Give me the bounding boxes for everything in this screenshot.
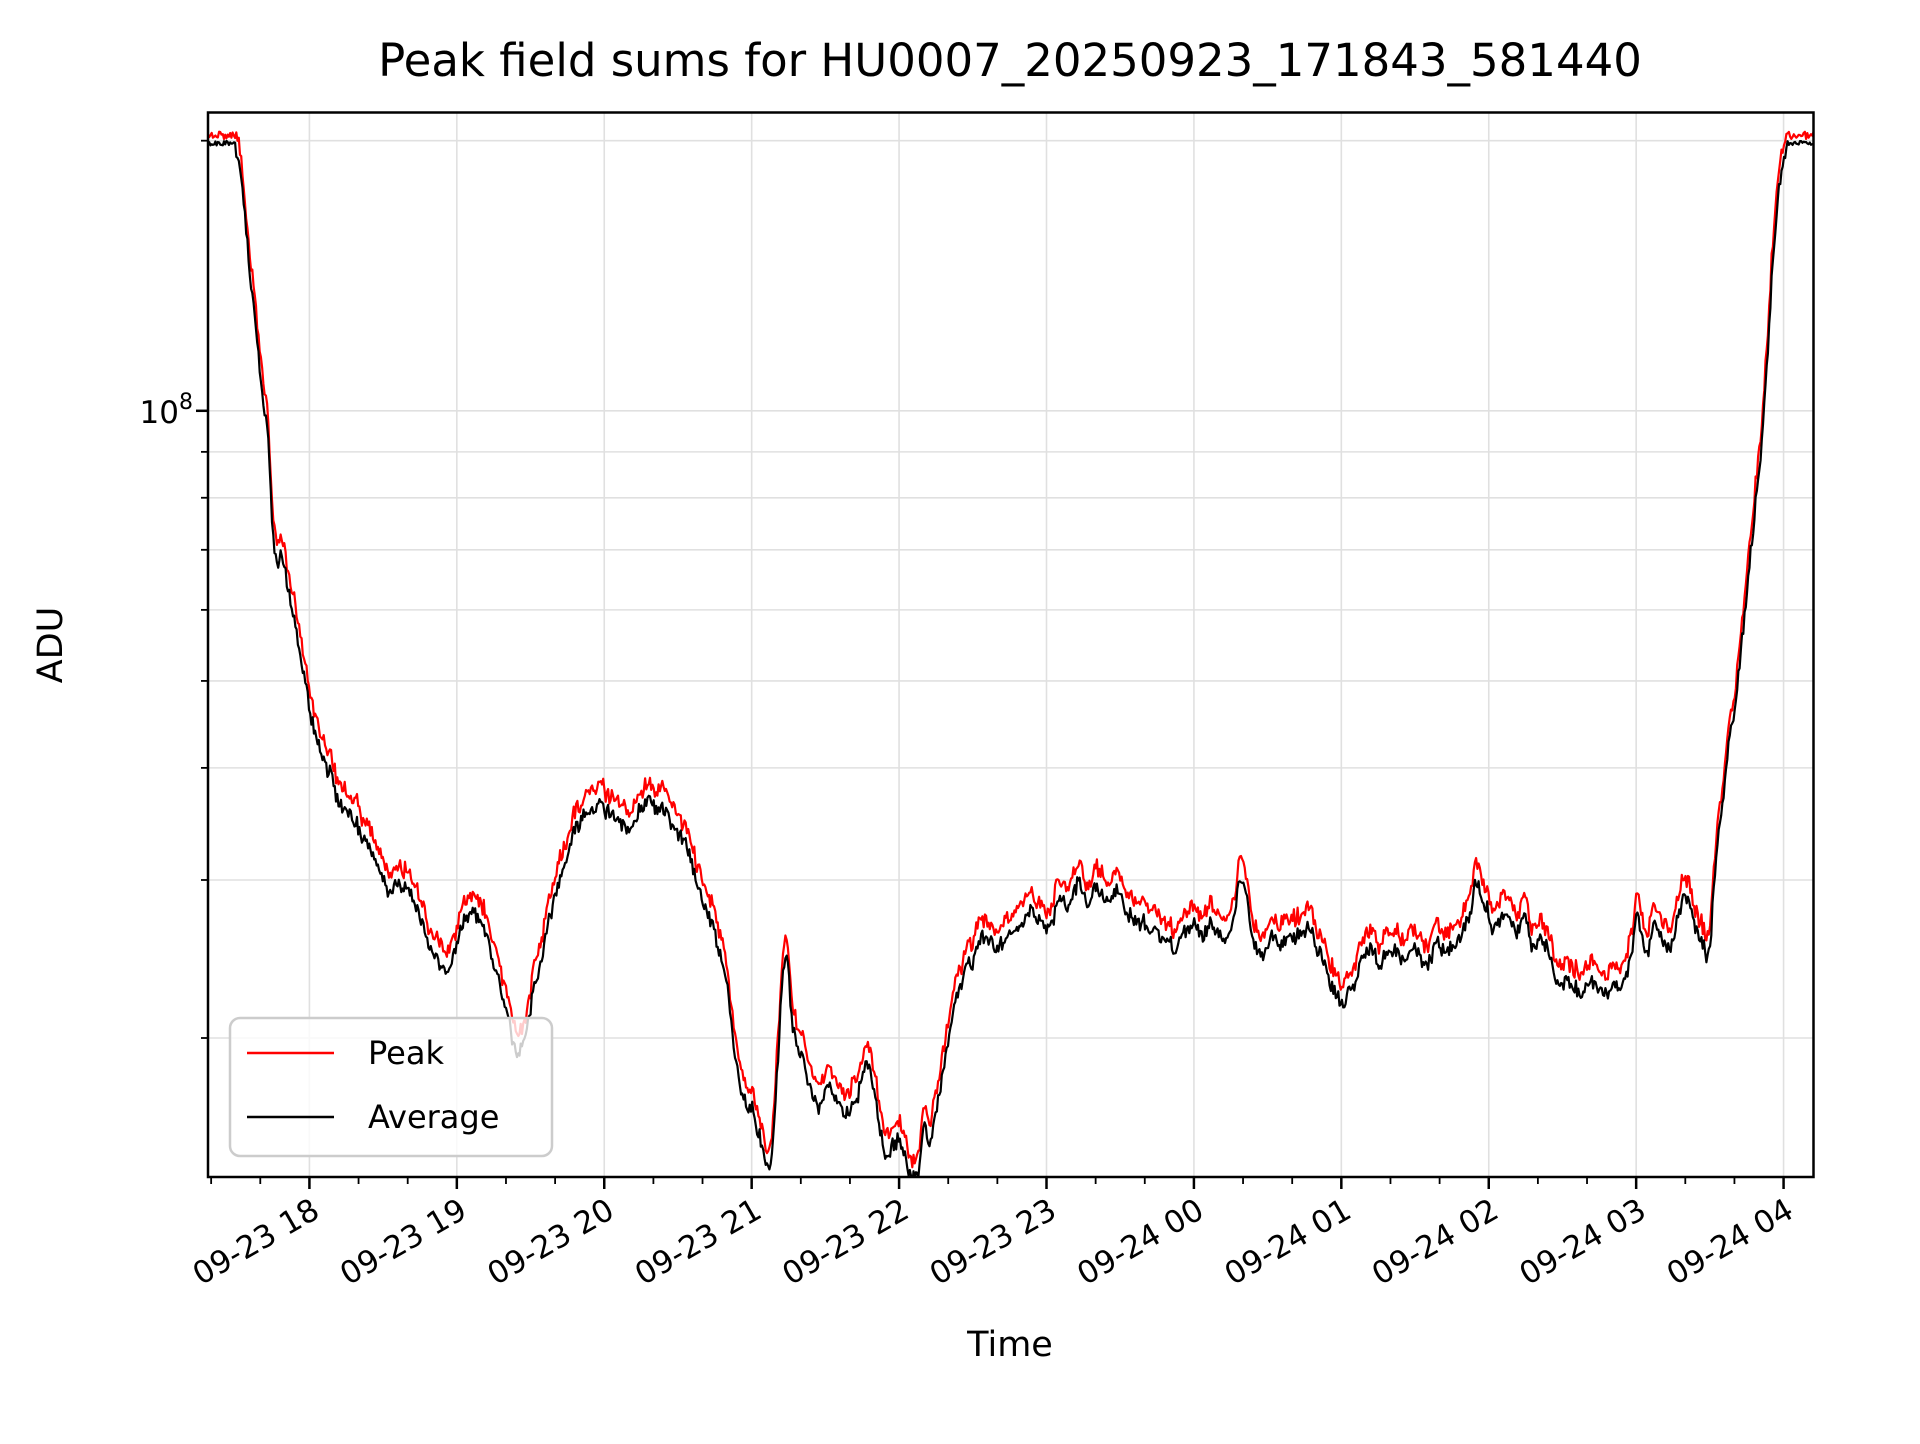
tick-marks — [196, 139, 1785, 1189]
plot-border — [206, 111, 1815, 1179]
x-axis-label: Time — [966, 1325, 1053, 1365]
chart-title: Peak field sums for HU0007_20250923_1718… — [378, 34, 1642, 87]
legend-peak-label: Peak — [368, 1034, 444, 1072]
plot-series-group — [208, 130, 1814, 1177]
y-axis-label: ADU — [31, 607, 71, 684]
peak-series-line — [208, 130, 1814, 1169]
gridlines — [208, 112, 1814, 1177]
legend-average-label: Average — [368, 1098, 499, 1136]
y-tick-label-1e8: 108 — [140, 390, 193, 431]
legend: Peak Average — [228, 1016, 554, 1158]
average-series-line — [208, 139, 1814, 1177]
